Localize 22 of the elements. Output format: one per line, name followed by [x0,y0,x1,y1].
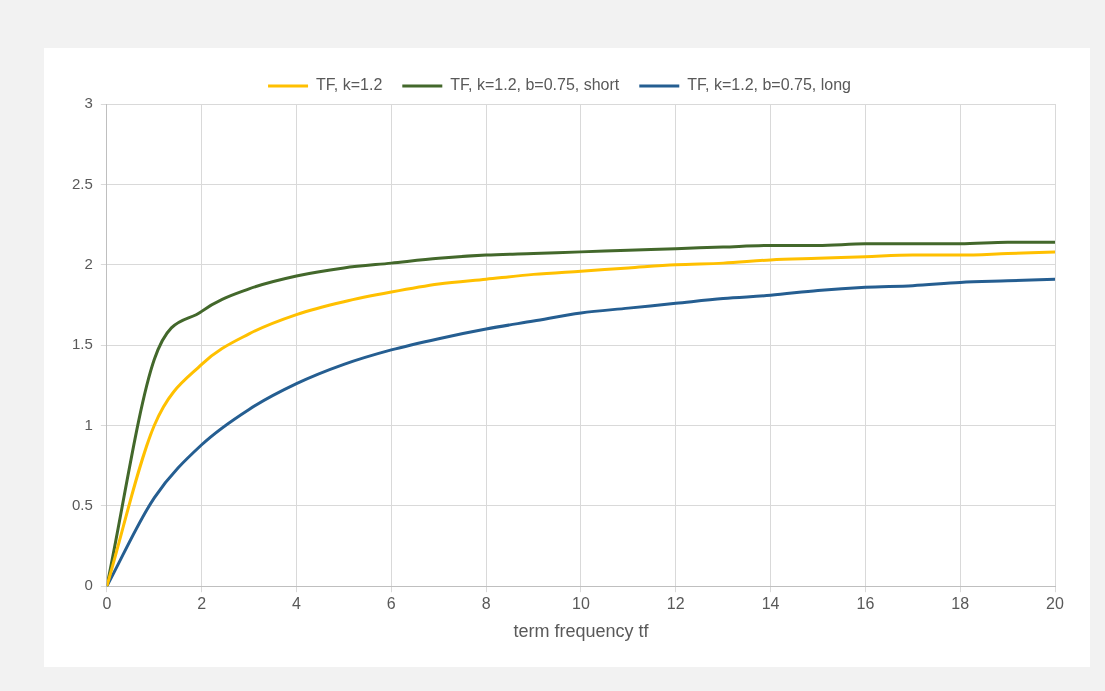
x-tick-label: 12 [666,595,685,613]
x-tick-label: 8 [481,595,491,613]
legend-label: TF, k=1.2 [316,76,383,94]
legend-label: TF, k=1.2, b=0.75, short [450,76,620,94]
x-tick-label: 20 [1046,595,1064,613]
x-tick-label: 16 [856,595,875,613]
x-tick-label: 14 [761,595,780,613]
x-tick-label: 4 [292,595,302,613]
legend-label: TF, k=1.2, b=0.75, long [687,76,851,94]
y-tick-label: 2.5 [71,174,93,192]
y-tick-label: 0 [84,576,93,594]
x-axis-title: term frequency tf [513,621,650,642]
y-tick-label: 2 [84,254,93,272]
y-tick-label: 1 [84,415,93,433]
x-tick-label: 2 [197,595,207,613]
x-tick-label: 10 [572,595,590,613]
y-tick-label: 1.5 [71,335,93,353]
x-tick-label: 18 [951,595,970,613]
y-tick-label: 3 [84,94,93,112]
y-tick-label: 0.5 [71,495,93,513]
x-tick-label: 0 [102,595,112,613]
x-tick-label: 6 [386,595,396,613]
